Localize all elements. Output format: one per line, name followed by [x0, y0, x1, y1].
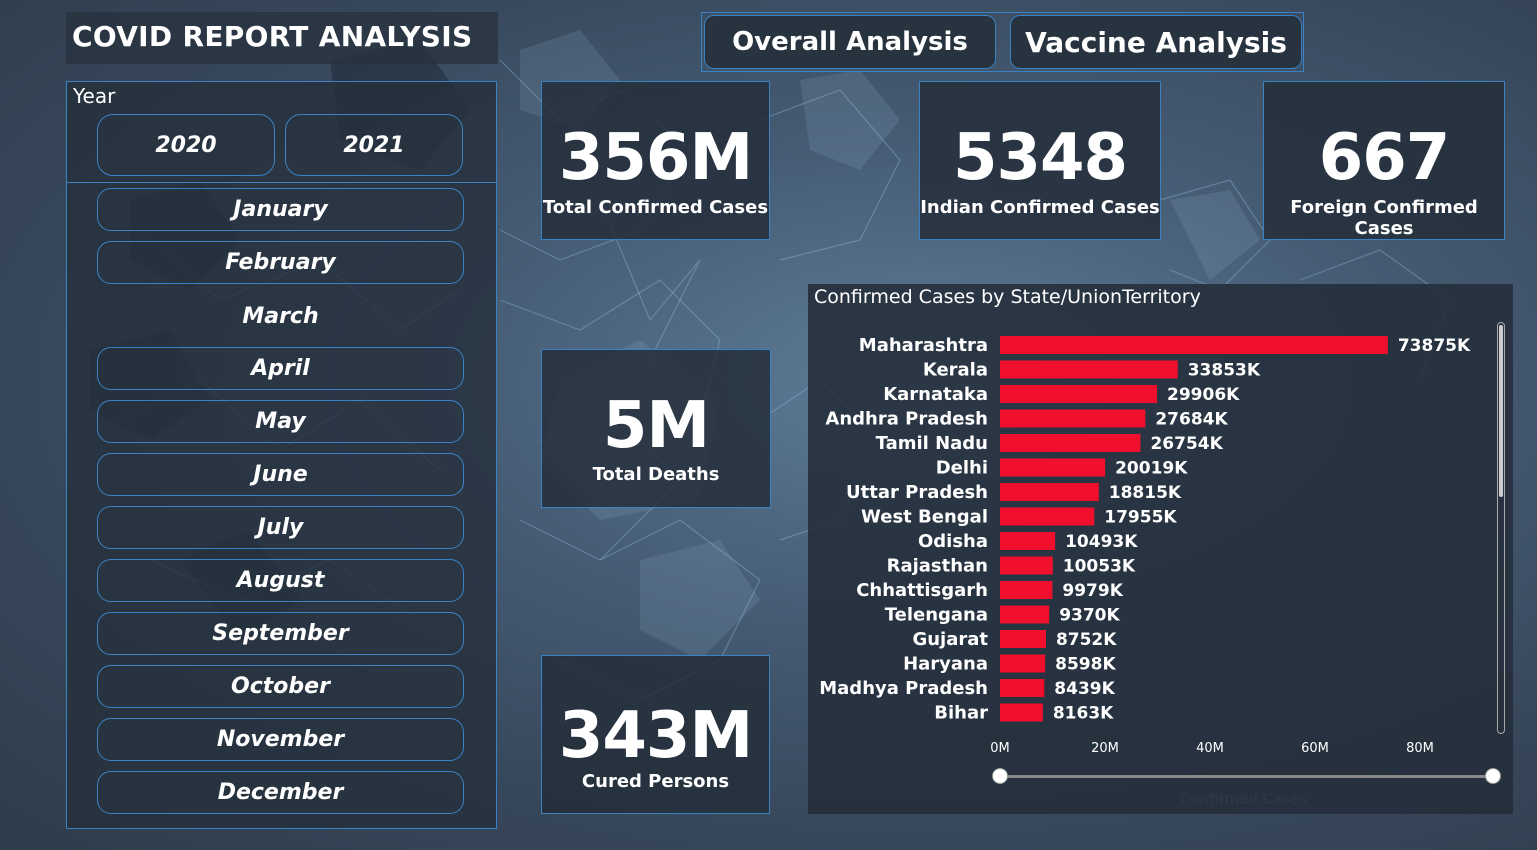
data-label: 10053K	[1063, 557, 1136, 577]
category-label: Odisha	[918, 531, 988, 552]
category-label: Telengana	[885, 605, 988, 626]
data-label: 33853K	[1188, 361, 1261, 381]
total-confirmed-card: 356M Total Confirmed Cases	[541, 81, 770, 240]
month-june-button[interactable]: June	[97, 453, 464, 496]
total-confirmed-label: Total Confirmed Cases	[542, 197, 769, 218]
x-tick-label: 60M	[1301, 741, 1329, 756]
month-february-button[interactable]: February	[97, 241, 464, 284]
confirmed-by-state-chart: Confirmed Cases by State/UnionTerritory …	[808, 284, 1513, 814]
bar[interactable]	[1000, 703, 1043, 722]
bar[interactable]	[1000, 385, 1158, 403]
total-confirmed-value: 356M	[558, 121, 753, 195]
bar[interactable]	[1000, 581, 1053, 599]
category-label: Karnataka	[883, 384, 988, 405]
data-label: 10493K	[1065, 532, 1138, 552]
data-label: 9979K	[1062, 581, 1123, 601]
chart-vertical-scrollbar[interactable]	[1497, 322, 1505, 734]
year-slicer-label: Year	[73, 84, 116, 108]
year-2021-button[interactable]: 2021	[285, 114, 463, 176]
data-label: 8752K	[1056, 630, 1117, 650]
category-label: Kerala	[923, 360, 988, 381]
bar[interactable]	[1000, 679, 1045, 697]
data-label: 73875K	[1398, 336, 1471, 356]
category-label: Rajasthan	[887, 556, 988, 577]
month-may-button[interactable]: May	[97, 400, 464, 443]
data-label: 18815K	[1109, 483, 1182, 503]
vaccine-analysis-button[interactable]: Vaccine Analysis	[1010, 15, 1302, 69]
foreign-confirmed-value: 667	[1318, 121, 1451, 195]
total-deaths-label: Total Deaths	[592, 464, 720, 485]
data-label: 8598K	[1055, 655, 1116, 675]
month-september-button[interactable]: September	[97, 612, 464, 655]
bar[interactable]	[1000, 654, 1046, 673]
x-tick-label: 40M	[1196, 741, 1224, 756]
data-label: 9370K	[1059, 606, 1120, 626]
bar[interactable]	[1000, 605, 1050, 624]
total-deaths-card: 5M Total Deaths	[541, 349, 771, 508]
bar[interactable]	[1000, 360, 1178, 379]
month-april-button[interactable]: April	[97, 347, 464, 390]
month-august-button[interactable]: August	[97, 559, 464, 602]
x-axis-title: Confirmed Cases	[1180, 790, 1308, 808]
month-november-button[interactable]: November	[97, 718, 464, 761]
foreign-confirmed-card: 667 Foreign Confirmed Cases	[1263, 81, 1505, 240]
bar[interactable]	[1000, 630, 1046, 648]
cured-persons-card: 343M Cured Persons	[541, 655, 770, 814]
month-january-button[interactable]: January	[97, 188, 464, 231]
x-tick-label: 80M	[1406, 741, 1434, 756]
year-slicer: Year 2020 2021	[67, 82, 496, 183]
category-label: Delhi	[936, 458, 988, 479]
bar[interactable]	[1000, 532, 1056, 550]
cured-persons-label: Cured Persons	[581, 771, 730, 792]
category-label: Uttar Pradesh	[846, 482, 988, 503]
bar[interactable]	[1000, 507, 1095, 526]
report-title-box: COVID REPORT ANALYSIS	[66, 12, 498, 64]
bar[interactable]	[1000, 483, 1099, 501]
x-tick-label: 20M	[1091, 741, 1119, 756]
category-label: Bihar	[934, 703, 988, 724]
scrollbar-thumb[interactable]	[1499, 325, 1503, 497]
total-deaths-value: 5M	[602, 389, 710, 463]
data-label: 26754K	[1150, 434, 1223, 454]
x-axis-range-slider[interactable]	[1000, 775, 1492, 778]
category-label: Madhya Pradesh	[819, 678, 988, 699]
bar-chart-plot: Maharashtra 73875K Kerala 33853K Karnataka 29…	[819, 335, 1471, 756]
category-label: Chhattisgarh	[856, 580, 988, 601]
bar[interactable]	[1000, 336, 1388, 354]
month-december-button[interactable]: December	[97, 771, 464, 814]
indian-confirmed-value: 5348	[952, 121, 1128, 195]
indian-confirmed-label: Indian Confirmed Cases	[920, 197, 1160, 218]
bar[interactable]	[1000, 434, 1141, 452]
month-october-button[interactable]: October	[97, 665, 464, 708]
date-slicer: Year 2020 2021 January February March Ap…	[66, 81, 497, 829]
category-label: Gujarat	[912, 629, 988, 650]
report-title: COVID REPORT ANALYSIS	[72, 20, 473, 53]
overall-analysis-button[interactable]: Overall Analysis	[704, 15, 996, 69]
category-label: Andhra Pradesh	[825, 409, 988, 430]
foreign-confirmed-label: Foreign Confirmed Cases	[1290, 197, 1478, 239]
x-tick-label: 0M	[990, 741, 1010, 756]
year-2020-button[interactable]: 2020	[97, 114, 275, 176]
data-label: 27684K	[1155, 410, 1228, 430]
category-label: Haryana	[903, 654, 988, 675]
data-label: 8163K	[1053, 704, 1114, 724]
range-slider-left-handle[interactable]	[992, 768, 1008, 784]
page-navigator: Overall Analysis Vaccine Analysis	[701, 12, 1304, 72]
category-label: Tamil Nadu	[876, 433, 988, 454]
category-label: Maharashtra	[859, 335, 988, 356]
data-label: 29906K	[1167, 385, 1240, 405]
cured-persons-value: 343M	[558, 699, 753, 773]
indian-confirmed-card: 5348 Indian Confirmed Cases	[919, 81, 1161, 240]
range-slider-right-handle[interactable]	[1485, 768, 1501, 784]
data-label: 17955K	[1104, 508, 1177, 528]
month-july-button[interactable]: July	[97, 506, 464, 549]
bar[interactable]	[1000, 409, 1146, 428]
category-label: West Bengal	[861, 507, 988, 528]
month-march-button[interactable]: March	[242, 304, 319, 329]
data-label: 8439K	[1054, 679, 1115, 699]
bar[interactable]	[1000, 458, 1106, 477]
data-label: 20019K	[1115, 459, 1188, 479]
bar[interactable]	[1000, 556, 1053, 575]
chart-title: Confirmed Cases by State/UnionTerritory	[814, 286, 1201, 308]
